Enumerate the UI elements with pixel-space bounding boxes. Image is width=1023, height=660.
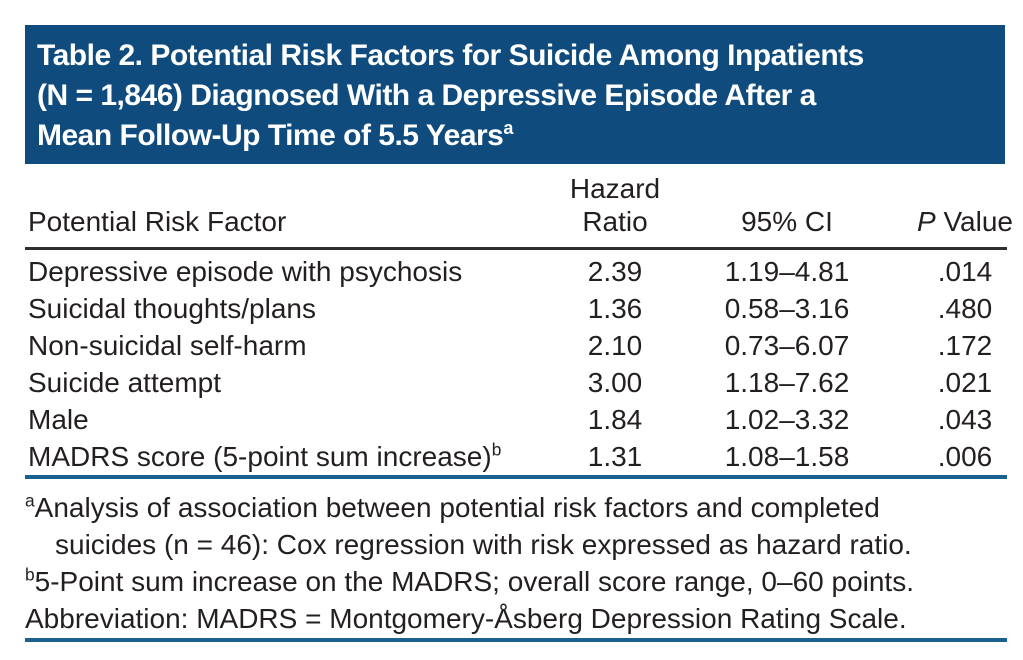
table-title-line-3: Mean Follow-Up Time of 5.5 Yearsa [37, 116, 1005, 156]
table-title-line-1: Table 2. Potential Risk Factors for Suic… [37, 39, 864, 72]
column-header-p-value: P Value [905, 205, 1023, 238]
column-header-p-rest: Value [935, 206, 1013, 237]
cell-p-value: .172 [937, 330, 993, 361]
cell-risk-factor: Non-suicidal self-harm [28, 330, 307, 361]
cell-risk-factor: MADRS score (5-point sum increase)b [28, 438, 523, 475]
table-title-line-3-text: Mean Follow-Up Time of 5.5 Years [37, 119, 504, 152]
footnote-bottom-rule [25, 638, 1007, 642]
cell-risk-factor: Suicide attempt [28, 367, 221, 398]
cell-ci: 1.02–3.32 [724, 404, 850, 435]
cell-hazard-ratio: 3.00 [587, 367, 643, 398]
header-rule [25, 247, 1007, 250]
footnote-a-marker: a [25, 490, 35, 511]
table-title-banner: Table 2. Potential Risk Factors for Suic… [25, 25, 1005, 164]
cell-risk-factor-text: MADRS score (5-point sum increase) [28, 441, 492, 472]
cell-ci: 0.58–3.16 [724, 293, 850, 324]
cell-p-value: .014 [937, 256, 993, 287]
table-title-line-2: (N = 1,846) Diagnosed With a Depressive … [37, 79, 816, 112]
cell-hazard-ratio: 1.84 [587, 404, 643, 435]
column-header-potential-risk-factor: Potential Risk Factor [28, 206, 287, 237]
footnotes: aAnalysis of association between potenti… [25, 489, 1007, 637]
footnote-a-text-1: Analysis of association between potentia… [34, 492, 880, 523]
cell-p-value: .043 [937, 404, 993, 435]
cell-ci: 1.19–4.81 [724, 256, 850, 287]
table-bottom-rule [25, 475, 1007, 479]
cell-p-value: .006 [937, 441, 993, 472]
cell-p-value: .480 [937, 293, 993, 324]
cell-hazard-ratio: 2.10 [587, 330, 643, 361]
cell-risk-factor: Male [28, 404, 89, 435]
cell-hazard-ratio: 1.31 [587, 441, 643, 472]
footnote-b-marker: b [25, 564, 35, 585]
column-header-hazard-ratio-line2: Ratio [582, 206, 648, 237]
cell-hazard-ratio: 1.36 [587, 293, 643, 324]
cell-ci: 0.73–6.07 [724, 330, 850, 361]
column-header-95-ci: 95% CI [741, 206, 833, 237]
footnote-b-text: 5-Point sum increase on the MADRS; overa… [34, 566, 914, 597]
abbreviation-line: Abbreviation: MADRS = Montgomery-Åsberg … [25, 603, 907, 634]
footnote-a-line-2: suicides (n = 46): Cox regression with r… [55, 529, 912, 560]
cell-risk-factor: Depressive episode with psychosis [28, 256, 463, 287]
footnote-b-line: b5-Point sum increase on the MADRS; over… [25, 563, 1007, 600]
cell-footnote-marker: b [491, 439, 502, 460]
column-header-p-italic: P [916, 206, 936, 237]
cell-risk-factor: Suicidal thoughts/plans [28, 293, 316, 324]
cell-ci: 1.08–1.58 [724, 441, 850, 472]
cell-p-value: .021 [937, 367, 993, 398]
cell-hazard-ratio: 2.39 [587, 256, 643, 287]
column-header-hazard-ratio-line1: Hazard [569, 173, 661, 204]
footnote-a-line-1: aAnalysis of association between potenti… [25, 489, 1007, 526]
table-title-footnote-marker: a [503, 118, 513, 138]
cell-ci: 1.18–7.62 [724, 367, 850, 398]
